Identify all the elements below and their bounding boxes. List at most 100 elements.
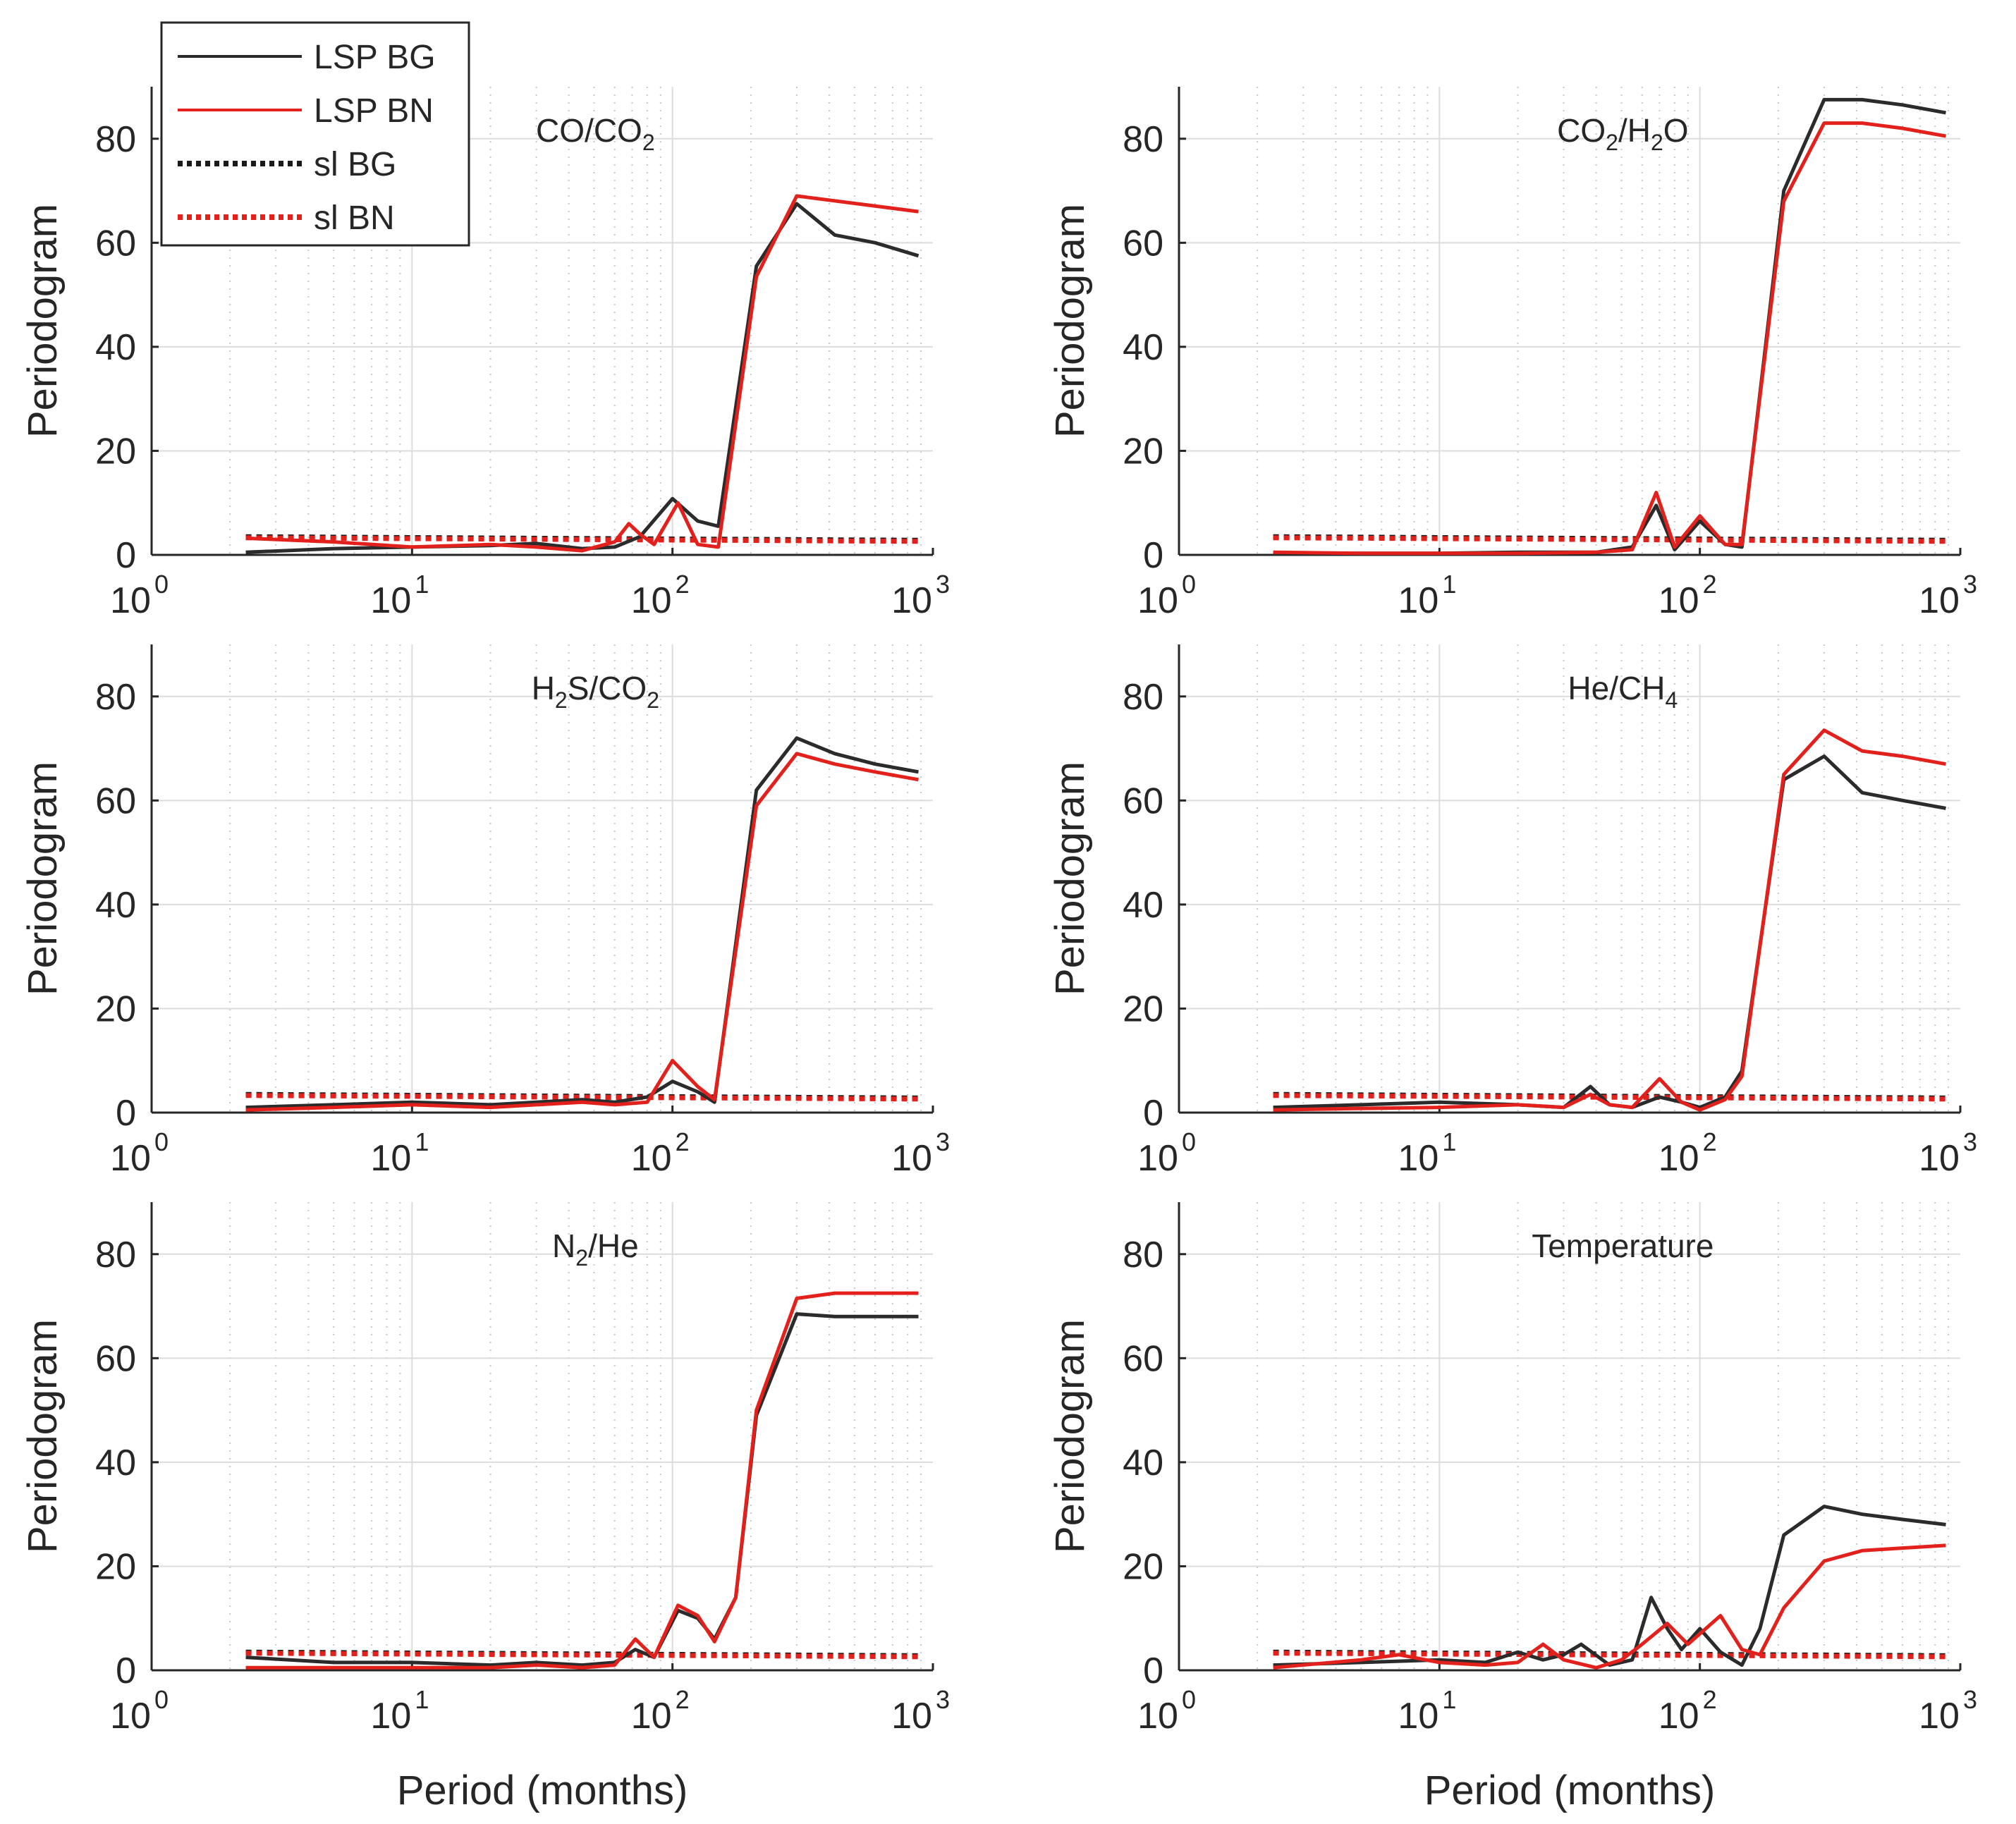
x-tick-exponent: 2 <box>1703 1127 1717 1156</box>
y-tick-label: 40 <box>95 1443 136 1483</box>
x-tick-label: 10 <box>1137 580 1178 621</box>
title-subscript: 2 <box>1606 130 1618 155</box>
y-tick-label: 0 <box>1143 535 1163 576</box>
legend-label: sl BN <box>314 200 395 237</box>
x-tick-label: 10 <box>1919 1138 1960 1179</box>
title-text: S/CO <box>568 670 647 706</box>
y-axis-label: Periodogram <box>1047 204 1093 438</box>
x-tick-exponent: 2 <box>676 1685 690 1714</box>
x-tick-label: 10 <box>1919 580 1960 621</box>
y-tick-label: 60 <box>1123 223 1163 264</box>
x-tick-exponent: 1 <box>415 1685 429 1714</box>
y-axis-label: Periodogram <box>20 1319 66 1553</box>
series-lsp-bn <box>1273 1543 1946 1670</box>
x-tick-exponent: 1 <box>1442 1685 1456 1714</box>
x-tick-exponent: 0 <box>1182 570 1196 599</box>
x-tick-label: 10 <box>110 1138 151 1179</box>
x-tick-label: 10 <box>1137 1138 1178 1179</box>
x-tick-label: 10 <box>370 1696 411 1737</box>
series-lsp-bg <box>1273 754 1946 1110</box>
x-tick-exponent: 1 <box>415 570 429 599</box>
y-tick-label: 60 <box>1123 1338 1163 1379</box>
x-tick-label: 10 <box>891 1138 932 1179</box>
y-axis-label: Periodogram <box>1047 1319 1093 1553</box>
x-tick-exponent: 0 <box>154 1127 169 1156</box>
x-tick-label: 10 <box>631 1138 672 1179</box>
y-tick-label: 0 <box>116 1093 136 1134</box>
panel-title: He/CH4​ <box>1568 670 1678 713</box>
series-lsp-bn <box>1273 728 1946 1112</box>
title-subscript: 2 <box>647 687 659 713</box>
series-lsp-bn <box>245 194 919 553</box>
y-tick-label: 40 <box>95 885 136 926</box>
panel-title: N2​/He <box>552 1228 639 1271</box>
title-text: H <box>532 670 555 706</box>
y-tick-label: 20 <box>95 431 136 472</box>
x-tick-label: 10 <box>1658 1696 1699 1737</box>
y-tick-label: 20 <box>1123 988 1163 1029</box>
x-tick-label: 10 <box>370 1138 411 1179</box>
x-tick-exponent: 2 <box>1703 570 1717 599</box>
series-lsp-bn <box>245 752 919 1112</box>
y-tick-label: 40 <box>1123 327 1163 368</box>
x-tick-exponent: 1 <box>1442 570 1456 599</box>
y-tick-label: 0 <box>1143 1651 1163 1691</box>
x-tick-exponent: 2 <box>1703 1685 1717 1714</box>
series-lsp-bg <box>1273 1505 1946 1667</box>
panel-h2s_co2: 020406080100101102103PeriodogramH2​S/CO2… <box>20 644 950 1179</box>
x-tick-label: 10 <box>1658 580 1699 621</box>
x-tick-exponent: 3 <box>1963 570 1977 599</box>
legend-label: LSP BG <box>314 39 436 76</box>
y-tick-label: 80 <box>95 119 136 160</box>
x-tick-label: 10 <box>1137 1696 1178 1737</box>
y-axis-label: Periodogram <box>1047 761 1093 996</box>
y-tick-label: 40 <box>1123 885 1163 926</box>
y-tick-label: 20 <box>95 988 136 1029</box>
y-tick-label: 80 <box>1123 119 1163 160</box>
y-tick-label: 60 <box>1123 781 1163 821</box>
legend-box <box>160 21 470 247</box>
series-lsp-bg <box>245 1312 919 1667</box>
legend-label: LSP BN <box>314 92 434 130</box>
x-tick-label: 10 <box>1398 580 1438 621</box>
y-tick-label: 80 <box>1123 1235 1163 1275</box>
y-tick-label: 20 <box>95 1546 136 1587</box>
x-tick-label: 10 <box>110 1696 151 1737</box>
x-tick-exponent: 3 <box>1963 1127 1977 1156</box>
y-tick-label: 60 <box>95 223 136 264</box>
y-tick-label: 0 <box>1143 1093 1163 1134</box>
legend-label: sl BG <box>314 146 396 183</box>
title-text: /He <box>588 1228 639 1264</box>
panel-title: H2​S/CO2​ <box>532 670 659 713</box>
title-subscript: 2 <box>555 687 568 713</box>
title-text: CO <box>1557 112 1606 149</box>
x-tick-label: 10 <box>110 580 151 621</box>
x-tick-exponent: 0 <box>154 1685 169 1714</box>
x-tick-label: 10 <box>1398 1138 1438 1179</box>
y-axis-label: Periodogram <box>20 761 66 996</box>
y-axis-label: Periodogram <box>20 204 66 438</box>
y-tick-label: 0 <box>116 1651 136 1691</box>
series-lsp-bg <box>245 736 919 1110</box>
x-tick-label: 10 <box>1919 1696 1960 1737</box>
series-lsp-bg <box>1273 97 1946 556</box>
x-tick-exponent: 1 <box>1442 1127 1456 1156</box>
x-tick-exponent: 0 <box>1182 1127 1196 1156</box>
y-tick-label: 40 <box>95 327 136 368</box>
panel-title: Temperature <box>1532 1228 1713 1264</box>
title-text: O <box>1663 112 1689 149</box>
legend: LSP BG LSP BN sl BG sl BN <box>160 21 470 247</box>
x-tick-exponent: 0 <box>154 570 169 599</box>
y-tick-label: 60 <box>95 781 136 821</box>
y-tick-label: 80 <box>1123 677 1163 718</box>
x-tick-exponent: 3 <box>1963 1685 1977 1714</box>
x-tick-label: 10 <box>370 580 411 621</box>
y-tick-label: 60 <box>95 1338 136 1379</box>
y-tick-label: 40 <box>1123 1443 1163 1483</box>
x-tick-exponent: 3 <box>936 1127 950 1156</box>
series-lsp-bn <box>1273 121 1946 556</box>
